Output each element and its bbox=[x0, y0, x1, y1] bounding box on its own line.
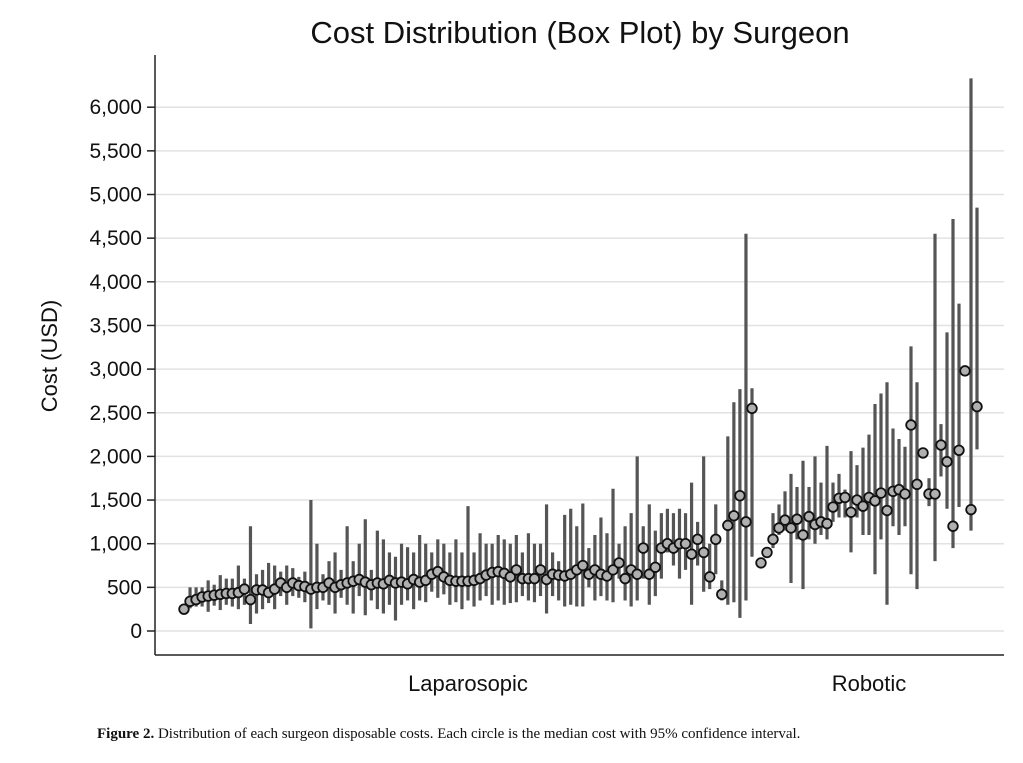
group-laparosopic bbox=[178, 233, 758, 629]
median-point bbox=[767, 533, 779, 546]
median-point bbox=[857, 500, 869, 512]
median-point bbox=[577, 559, 589, 572]
figure-caption: Figure 2. Distribution of each surgeon d… bbox=[97, 726, 997, 743]
y-tick-label: 4,000 bbox=[89, 271, 142, 294]
median-point bbox=[510, 564, 523, 576]
median-point bbox=[643, 568, 655, 580]
y-tick-label: 3,500 bbox=[89, 314, 142, 337]
median-point bbox=[971, 400, 983, 413]
y-tick-label: 1,500 bbox=[89, 489, 142, 512]
median-point bbox=[631, 568, 643, 580]
median-point bbox=[607, 564, 619, 576]
median-point bbox=[746, 402, 758, 415]
y-tick-label: 2,000 bbox=[89, 445, 142, 468]
median-point bbox=[710, 533, 722, 546]
median-point bbox=[899, 488, 911, 500]
median-point bbox=[947, 520, 959, 532]
median-point bbox=[959, 365, 971, 377]
median-point bbox=[613, 557, 625, 569]
median-point bbox=[734, 489, 746, 502]
median-point bbox=[797, 529, 809, 541]
median-point bbox=[716, 588, 728, 601]
median-point bbox=[875, 487, 887, 499]
median-point bbox=[697, 546, 710, 559]
median-point bbox=[528, 572, 541, 585]
median-point bbox=[773, 522, 785, 534]
chart-title: Cost Distribution (Box Plot) by Surgeon bbox=[310, 15, 849, 50]
median-point bbox=[803, 510, 815, 523]
median-point bbox=[238, 583, 251, 595]
gridlines bbox=[155, 106, 1004, 632]
figure-caption-text: Distribution of each surgeon disposable … bbox=[157, 726, 801, 742]
median-point bbox=[755, 557, 767, 569]
y-axis: 0 500 1,000 1,500 2,000 2,500 3,000 3,500 4,000 4… bbox=[89, 96, 155, 643]
median-point bbox=[929, 488, 941, 500]
y-tick-label: 500 bbox=[107, 576, 142, 599]
median-point bbox=[740, 516, 752, 528]
median-point bbox=[845, 506, 857, 518]
median-point bbox=[869, 495, 881, 507]
y-tick-label: 5,000 bbox=[89, 184, 142, 207]
median-point bbox=[941, 455, 953, 468]
median-point bbox=[704, 571, 716, 583]
median-point bbox=[911, 478, 923, 491]
y-tick-label: 2,500 bbox=[89, 402, 142, 425]
median-point bbox=[244, 593, 257, 606]
median-point bbox=[691, 533, 704, 546]
median-point bbox=[917, 447, 929, 459]
median-point bbox=[534, 564, 547, 576]
category-label-robotic: Robotic bbox=[832, 671, 907, 696]
median-point bbox=[685, 548, 698, 560]
median-point bbox=[722, 519, 734, 532]
median-point bbox=[637, 542, 649, 554]
median-point bbox=[761, 546, 773, 559]
median-point bbox=[779, 514, 791, 526]
median-point bbox=[827, 501, 839, 513]
figure-label: Figure 2. bbox=[97, 726, 155, 742]
median-point bbox=[728, 510, 740, 522]
y-tick-label: 1,000 bbox=[89, 533, 142, 556]
group-robotic bbox=[755, 78, 983, 605]
category-label-laparoscopic: Laparosopic bbox=[408, 671, 528, 696]
median-point bbox=[178, 603, 190, 615]
data-marks bbox=[178, 78, 983, 629]
y-tick-label: 3,000 bbox=[89, 358, 142, 381]
median-point bbox=[905, 419, 917, 431]
median-point bbox=[619, 572, 631, 585]
y-tick-label: 0 bbox=[130, 620, 142, 643]
y-tick-label: 4,500 bbox=[89, 227, 142, 250]
y-axis-label: Cost (USD) bbox=[37, 300, 62, 412]
median-point bbox=[965, 503, 977, 516]
median-point bbox=[785, 522, 797, 534]
median-point bbox=[504, 571, 516, 583]
median-point bbox=[679, 538, 692, 550]
y-tick-label: 6,000 bbox=[89, 96, 142, 119]
median-point bbox=[935, 439, 947, 451]
median-point bbox=[881, 504, 893, 517]
y-tick-label: 5,500 bbox=[89, 140, 142, 163]
median-point bbox=[953, 444, 965, 456]
median-point bbox=[839, 491, 851, 504]
median-point bbox=[791, 513, 803, 525]
median-point bbox=[649, 561, 662, 573]
median-point bbox=[821, 517, 833, 530]
